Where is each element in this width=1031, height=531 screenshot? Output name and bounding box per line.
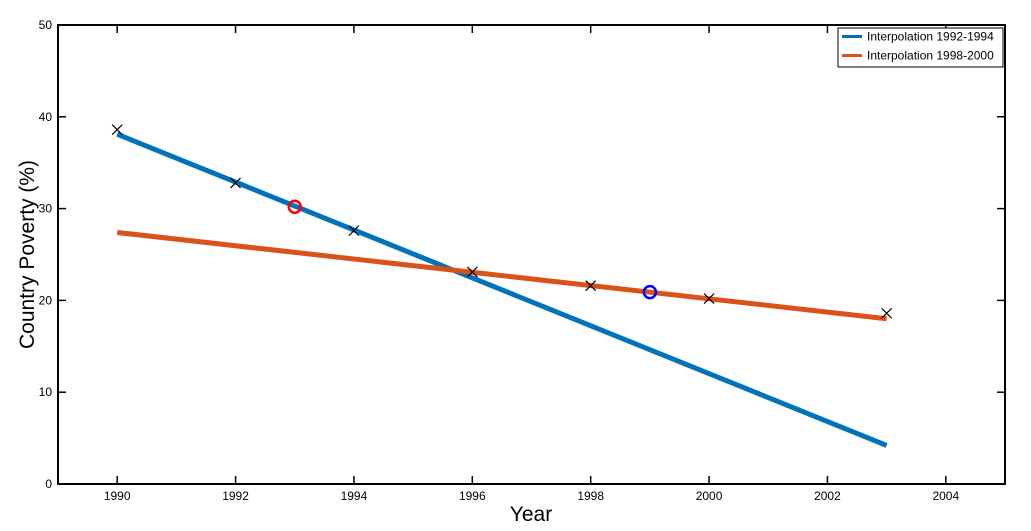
axes: 1990 1992 1994 1996 1998 2000 2002 2004 0 10 20 30 4… [39,18,1005,503]
highlight-point-2 [642,284,658,300]
highlight-point-1 [287,199,302,215]
x-tick-label-2002: 2002 [814,489,841,503]
y-tick-label-30: 30 [39,202,53,216]
x-tick-label-1992: 1992 [222,489,249,503]
x-tick-label-1998: 1998 [577,489,604,503]
y-axis-label: Country Poverty (%) [16,160,39,349]
x-axis-label: Year [510,503,552,526]
legend-label-series-2: Interpolation 1998-2000 [867,49,994,63]
plot-area [58,25,1005,484]
plot-frame [57,24,1006,485]
legend: Interpolation 1992-1994 Interpolation 19… [837,27,1004,68]
series-line-1 [116,131,888,448]
y-tick-label-20: 20 [39,293,53,307]
legend-box [837,27,1004,68]
data-point-2003 [881,307,893,319]
data-point-1994 [348,225,360,237]
data-point-1996 [466,266,478,278]
x-tick-label-2000: 2000 [696,489,723,503]
data-point-1992 [230,177,241,189]
y-tick-label-10: 10 [39,385,53,399]
y-tick-label-0: 0 [45,477,52,491]
data-point-2000 [703,293,715,304]
data-point-1990 [111,124,123,136]
x-tick-label-1994: 1994 [341,489,368,503]
series-line-2 [116,229,887,322]
x-tick-label-1996: 1996 [459,489,486,503]
y-tick-label-50: 50 [39,18,53,32]
x-tick-label-2004: 2004 [932,489,959,503]
y-tick-label-40: 40 [39,110,53,124]
legend-label-series-1: Interpolation 1992-1994 [867,30,994,44]
data-marks [111,124,893,448]
data-point-1998 [585,280,597,292]
x-tick-label-1990: 1990 [104,489,131,503]
